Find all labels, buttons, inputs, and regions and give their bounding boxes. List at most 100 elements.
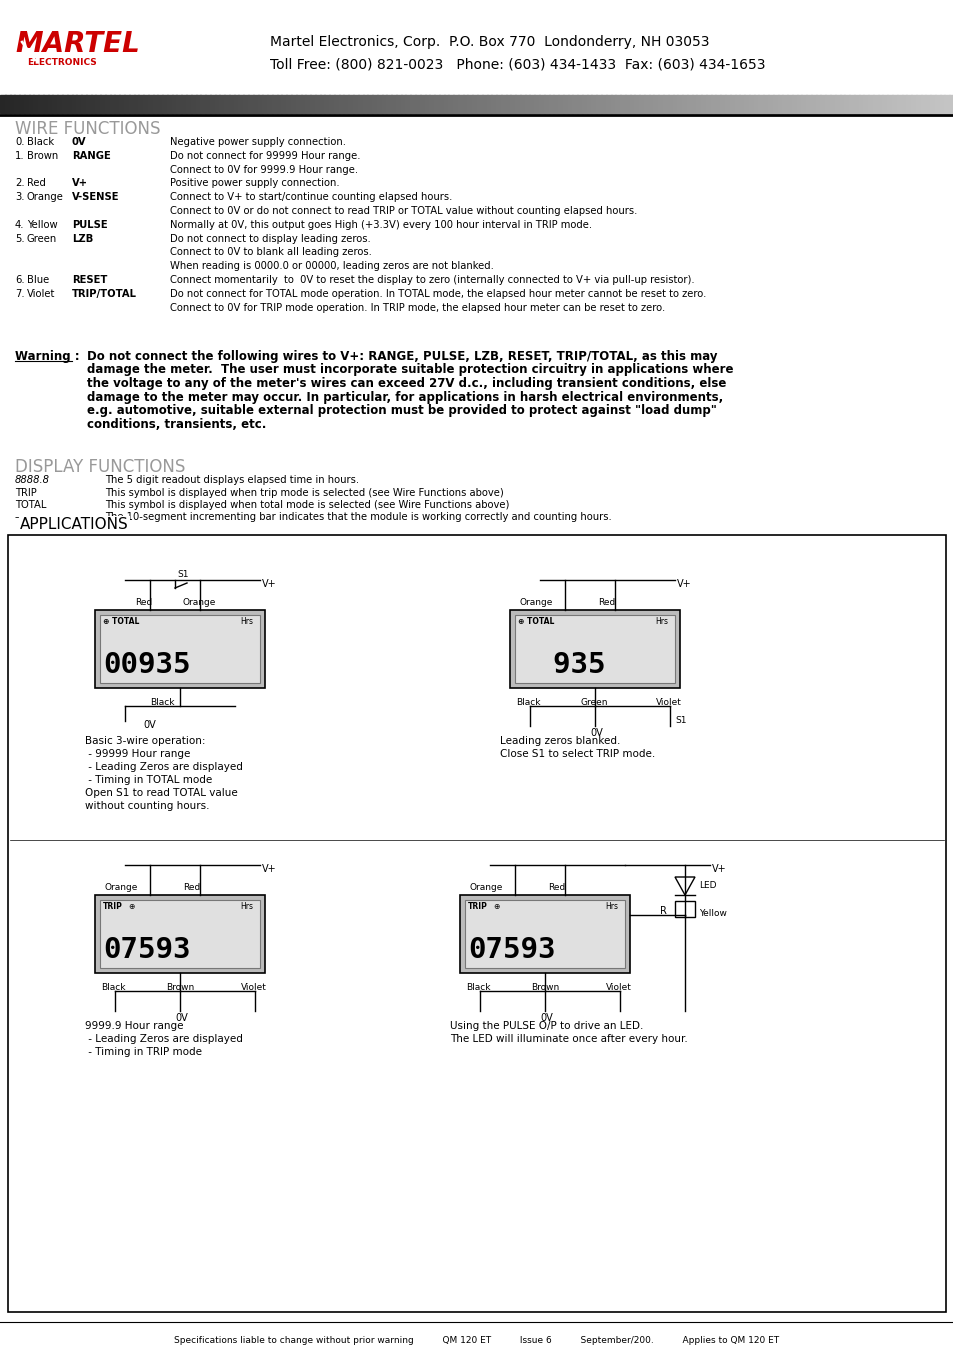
Bar [86,95,91,113]
Bar [705,95,711,113]
Text: S1: S1 [177,570,189,580]
Bar [119,95,125,113]
Text: The 10-segment incrementing bar indicates that the module is working correctly a: The 10-segment incrementing bar indicate… [105,512,611,523]
Bar [291,95,296,113]
Bar [605,95,611,113]
Text: 0V: 0V [71,136,87,147]
Bar [596,95,601,113]
Text: Yellow: Yellow [27,220,57,230]
Bar [772,95,778,113]
Text: 00935: 00935 [103,651,191,680]
Bar [801,95,806,113]
Text: e.g. automotive, suitable external protection must be provided to protect agains: e.g. automotive, suitable external prote… [87,404,716,417]
Bar [410,95,416,113]
Bar [943,95,949,113]
Bar [95,95,101,113]
Bar [0,95,6,113]
Bar [815,95,821,113]
Text: MARTEL: MARTEL [15,30,139,58]
Bar [786,95,792,113]
Bar [238,95,244,113]
Bar [148,95,153,113]
Bar [348,95,354,113]
Text: TOTAL: TOTAL [15,500,47,509]
Text: Black: Black [516,698,540,707]
Bar [48,95,53,113]
Bar [848,95,854,113]
Text: ⊕: ⊕ [128,902,134,911]
Bar [481,95,487,113]
Bar [562,95,568,113]
Bar [415,95,420,113]
Bar [905,95,911,113]
Bar [653,95,659,113]
Bar [100,95,106,113]
Text: 1.: 1. [15,151,25,161]
Bar [448,95,454,113]
Bar [334,95,339,113]
Bar [462,95,468,113]
Bar [877,95,882,113]
Bar [67,95,72,113]
Bar [133,95,139,113]
Text: Basic 3-wire operation:: Basic 3-wire operation: [85,736,205,746]
Text: DISPLAY FUNCTIONS: DISPLAY FUNCTIONS [15,458,185,476]
Bar [100,615,260,684]
Bar [205,95,211,113]
Text: - Leading Zeros are displayed: - Leading Zeros are displayed [85,1034,243,1044]
Bar [824,95,830,113]
Bar [572,95,578,113]
Text: Violet: Violet [241,984,267,992]
Text: 4.: 4. [15,220,25,230]
Text: This symbol is displayed when trip mode is selected (see Wire Functions above): This symbol is displayed when trip mode … [105,488,503,497]
Bar [500,95,506,113]
Bar [43,95,49,113]
Text: Negative power supply connection.: Negative power supply connection. [170,136,346,147]
Bar [253,95,258,113]
Bar [515,95,520,113]
Bar [948,95,953,113]
Bar [386,95,392,113]
Bar [295,95,301,113]
Bar [129,95,134,113]
Bar [758,95,763,113]
Bar [14,95,20,113]
Text: Do not connect to display leading zeros.: Do not connect to display leading zeros. [170,234,371,243]
Text: ----------: ---------- [15,512,51,523]
Text: TRIP: TRIP [468,902,487,911]
Bar [286,95,292,113]
Bar [195,95,201,113]
Text: TRIP: TRIP [103,902,123,911]
Bar [329,95,335,113]
Bar [81,95,87,113]
Bar [743,95,749,113]
Bar [52,95,58,113]
Text: - 99999 Hour range: - 99999 Hour range [85,748,191,759]
Bar [934,95,940,113]
Text: 0V: 0V [589,728,602,738]
Bar [529,95,535,113]
Bar [381,95,387,113]
Text: ELECTRONICS: ELECTRONICS [27,58,96,68]
Text: conditions, transients, etc.: conditions, transients, etc. [87,417,266,431]
Bar [619,95,625,113]
Text: This symbol is displayed when total mode is selected (see Wire Functions above): This symbol is displayed when total mode… [105,500,509,509]
Text: Violet: Violet [605,984,631,992]
Text: Red: Red [598,598,615,607]
Bar [5,95,10,113]
Text: 07593: 07593 [103,936,191,965]
Text: - Timing in TOTAL mode: - Timing in TOTAL mode [85,775,212,785]
Text: 07593: 07593 [468,936,555,965]
Bar [57,95,63,113]
Bar [715,95,720,113]
Bar [724,95,730,113]
Bar [534,95,539,113]
Bar [548,95,554,113]
Text: 7.: 7. [15,289,25,299]
Bar [459,894,629,973]
Text: S1: S1 [675,716,686,725]
Text: damage to the meter may occur. In particular, for applications in harsh electric: damage to the meter may occur. In partic… [87,390,722,404]
Bar [29,95,34,113]
Bar [591,95,597,113]
Bar [486,95,492,113]
